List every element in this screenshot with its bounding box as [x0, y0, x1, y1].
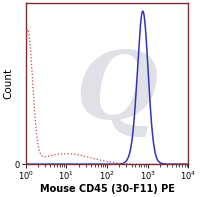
X-axis label: Mouse CD45 (30-F11) PE: Mouse CD45 (30-F11) PE	[40, 184, 174, 193]
Text: Q: Q	[76, 48, 158, 138]
Y-axis label: Count: Count	[3, 68, 13, 99]
